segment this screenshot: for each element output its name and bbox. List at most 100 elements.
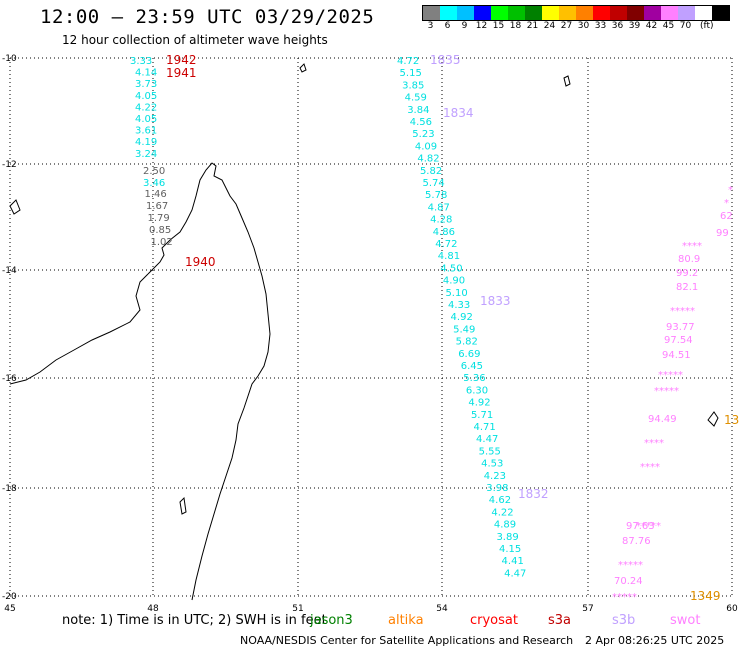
colorbar-label: 21: [526, 21, 539, 31]
pass-time-label: 1834: [443, 106, 474, 120]
colorbar-swatch: [576, 6, 593, 20]
pass-time-label: 13: [724, 413, 739, 427]
swh-value-gray: 2.50: [143, 166, 165, 177]
s3b-swh-value: 4.71: [474, 422, 496, 433]
lat-label: -16: [2, 374, 17, 384]
colorbar-label: 70: [679, 21, 692, 31]
s3b-swh-value: 5.82: [420, 166, 442, 177]
colorbar-swatch: [593, 6, 610, 20]
colorbar-swatch: [508, 6, 525, 20]
jason3-swh-value: 3.33: [130, 56, 152, 67]
swot-swh-value: 70.24: [614, 576, 643, 587]
s3b-swh-value: 4.62: [489, 495, 511, 506]
island-small: [299, 63, 307, 73]
colorbar: [422, 5, 730, 21]
lat-label: -10: [2, 54, 17, 64]
colorbar-label: 39: [628, 21, 641, 31]
colorbar-label: 18: [509, 21, 522, 31]
colorbar-swatch: [457, 6, 474, 20]
pass-time-label: 1942: [166, 53, 197, 67]
colorbar-label: 9: [461, 21, 468, 31]
s3b-swh-value: 4.90: [443, 276, 465, 287]
s3b-swh-value: 4.22: [491, 507, 513, 518]
credit-text: NOAA/NESDIS Center for Satellite Applica…: [240, 634, 574, 647]
lon-label: 45: [4, 604, 15, 614]
jason3-swh-value: 3.73: [135, 79, 157, 90]
swot-swh-value: *****: [670, 306, 695, 317]
lon-label: 48: [147, 604, 159, 614]
pass-time-label: 1349: [690, 589, 721, 603]
s3b-swh-value: 4.50: [440, 263, 462, 274]
legend-swot: swot: [670, 613, 701, 628]
swot-swh-value: ****: [644, 438, 664, 449]
map-subtitle: 12 hour collection of altimeter wave hei…: [62, 33, 328, 47]
lat-label: -14: [2, 266, 17, 276]
colorbar-label: 42: [645, 21, 658, 31]
s3b-swh-value: 5.55: [479, 446, 501, 457]
s3b-swh-value: 6.45: [461, 361, 483, 372]
s3b-swh-value: 4.86: [433, 227, 455, 238]
swot-swh-value: *: [728, 185, 733, 196]
colorbar-label: 36: [611, 21, 624, 31]
swot-swh-value: 97.63: [626, 521, 655, 532]
islet: [179, 496, 187, 515]
colorbar-label: 12: [475, 21, 488, 31]
colorbar-swatch: [491, 6, 508, 20]
pass-time-label: 1941: [166, 66, 197, 80]
s3b-swh-value: 4.82: [417, 154, 439, 165]
jason3-swh-value: 4.19: [135, 137, 157, 148]
jason3-swh-value: 3.61: [135, 126, 157, 137]
lon-label: 51: [292, 604, 303, 614]
swot-swh-value: 94.51: [662, 350, 691, 361]
swot-swh-value: 62: [720, 211, 733, 222]
lon-label: 60: [726, 604, 738, 614]
lat-label: -20: [2, 592, 17, 602]
s3b-swh-value: 5.15: [400, 68, 422, 79]
s3b-swh-value: 4.09: [415, 141, 437, 152]
colorbar-swatch: [712, 6, 729, 20]
timestamp-text: 2 Apr 08:26:25 UTC 2025: [585, 634, 725, 647]
jason3-swh-value: 4.14: [135, 68, 157, 79]
s3b-swh-value: 4.47: [504, 568, 526, 579]
s3b-swh-value: 4.59: [405, 93, 427, 104]
pass-time-label: 1832: [518, 487, 549, 501]
s3b-swh-value: 6.30: [466, 385, 488, 396]
madagascar-coast: [147, 162, 271, 601]
swot-swh-value: 80.9: [678, 254, 700, 265]
lon-label: 57: [582, 604, 593, 614]
s3b-swh-value: 5.23: [412, 129, 434, 140]
pass-time-label: 1940: [185, 255, 216, 269]
colorbar-swatch: [474, 6, 491, 20]
pass-time-label: 1835: [430, 53, 461, 67]
s3b-swh-value: 4.72: [397, 56, 419, 67]
swot-swh-value: 94.49: [648, 414, 677, 425]
s3b-swh-value: 4.41: [502, 556, 524, 567]
legend-jason3: jason3: [310, 613, 353, 628]
legend-altika: altika: [388, 613, 424, 628]
swot-swh-value: 87.76: [622, 536, 651, 547]
s3b-swh-value: 5.78: [425, 190, 447, 201]
colorbar-label: 3: [427, 21, 434, 31]
swot-swh-value: *****: [658, 370, 683, 381]
swot-swh-value: ****: [640, 462, 660, 473]
colorbar-label: 30: [577, 21, 590, 31]
swot-swh-value: *: [724, 198, 729, 209]
colorbar-swatch: [423, 6, 440, 20]
note-text: note: 1) Time is in UTC; 2) SWH is in fe…: [62, 613, 327, 628]
s3b-swh-value: 4.28: [430, 215, 452, 226]
swot-swh-value: 99: [716, 228, 729, 239]
colorbar-swatch: [440, 6, 457, 20]
jason3-swh-value: 3.46: [143, 178, 165, 189]
colorbar-label: 15: [492, 21, 505, 31]
s3b-swh-value: 4.92: [451, 312, 473, 323]
colorbar-label: 45: [662, 21, 675, 31]
colorbar-swatch: [627, 6, 644, 20]
s3b-swh-value: 3.84: [407, 105, 429, 116]
s3b-swh-value: 6.69: [458, 349, 480, 360]
swh-value-gray: 1.67: [146, 201, 168, 212]
s3b-swh-value: 5.10: [445, 288, 467, 299]
s3b-swh-value: 4.33: [448, 300, 470, 311]
swot-swh-value: ****: [682, 241, 702, 252]
pass-time-label: 1833: [480, 294, 511, 308]
